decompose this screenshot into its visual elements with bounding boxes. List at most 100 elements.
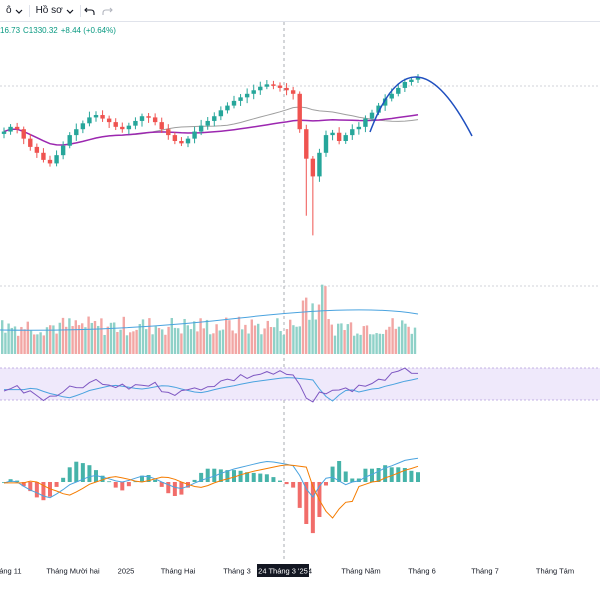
macd-histogram-bar bbox=[34, 482, 39, 498]
candle-body bbox=[146, 116, 151, 118]
volume-bar bbox=[157, 327, 161, 354]
macd-histogram-bar bbox=[74, 461, 79, 482]
volume-bar bbox=[109, 322, 113, 354]
ohlc-legend: 16.73 C1330.32 +8.44 (+0.64%) bbox=[0, 26, 119, 35]
candle-body bbox=[409, 79, 414, 82]
macd-histogram-bar bbox=[48, 482, 52, 497]
candle-body bbox=[330, 132, 335, 136]
legend-change: +8.44 (+0.64%) bbox=[60, 26, 116, 35]
macd-histogram-bar bbox=[41, 482, 46, 501]
volume-bar bbox=[273, 327, 276, 354]
candle-body bbox=[369, 112, 375, 119]
volume-bar bbox=[413, 327, 417, 354]
volume-bar bbox=[359, 334, 362, 354]
volume-bar bbox=[199, 318, 202, 354]
volume-bar bbox=[237, 316, 241, 354]
volume-bar bbox=[161, 329, 164, 354]
rsi-band bbox=[0, 368, 600, 400]
macd-histogram-bar bbox=[337, 461, 342, 482]
volume-bar bbox=[65, 326, 68, 354]
volume-ma-line bbox=[0, 309, 419, 331]
candle-body bbox=[402, 82, 408, 88]
candle-body bbox=[21, 129, 26, 139]
volume-bar bbox=[337, 323, 340, 354]
volume-bar bbox=[154, 326, 157, 354]
macd-histogram-bar bbox=[61, 477, 66, 482]
volume-bar bbox=[381, 333, 385, 354]
volume-bar bbox=[385, 329, 388, 354]
volume-bar bbox=[394, 328, 397, 354]
volume-bar bbox=[173, 327, 177, 354]
candle-body bbox=[363, 118, 368, 127]
volume-bar bbox=[228, 320, 231, 354]
volume-bar bbox=[71, 326, 74, 354]
volume-bar bbox=[93, 320, 97, 354]
candle-body bbox=[212, 116, 217, 121]
candle-body bbox=[284, 87, 289, 91]
volume-bar bbox=[17, 335, 20, 354]
macd-histogram-bar bbox=[80, 463, 85, 482]
volume-bar bbox=[234, 333, 237, 354]
legend-close: C1330.32 bbox=[23, 26, 58, 35]
volume-bar bbox=[170, 317, 173, 354]
macd-histogram-bar bbox=[199, 472, 204, 482]
chevron-down-icon bbox=[15, 9, 22, 14]
candle-body bbox=[244, 93, 250, 98]
redo-button[interactable] bbox=[99, 0, 117, 22]
volume-bar bbox=[241, 329, 244, 354]
volume-bar bbox=[407, 326, 410, 354]
volume-bar bbox=[26, 321, 29, 354]
candle-body bbox=[343, 135, 348, 141]
volume-bar bbox=[388, 326, 391, 354]
volume-bar bbox=[292, 325, 295, 354]
macd-histogram-bar bbox=[205, 468, 210, 482]
profile-menu-button[interactable]: Hồ sơ bbox=[30, 0, 80, 22]
volume-bar bbox=[189, 329, 193, 354]
macd-histogram-bar bbox=[245, 472, 250, 482]
volume-bar bbox=[221, 329, 225, 354]
volume-bar bbox=[39, 332, 42, 354]
volume-bar bbox=[186, 325, 189, 354]
candle-body bbox=[133, 120, 138, 126]
candle-body bbox=[382, 98, 388, 106]
volume-bar bbox=[49, 325, 52, 354]
volume-bar bbox=[349, 322, 353, 354]
volume-bar bbox=[343, 330, 346, 354]
x-tick-label: Tháng 11 bbox=[0, 567, 22, 576]
volume-bar bbox=[125, 335, 129, 354]
volume-bar bbox=[90, 322, 93, 354]
volume-bar bbox=[10, 327, 13, 354]
toolbar-item-partial[interactable]: ô bbox=[0, 0, 29, 22]
volume-bar bbox=[346, 324, 349, 354]
macd-histogram-bar bbox=[21, 482, 26, 487]
macd-histogram-bar bbox=[304, 482, 309, 524]
macd-histogram-bar bbox=[133, 481, 138, 483]
volume-bar bbox=[289, 319, 292, 354]
candle-body bbox=[238, 97, 243, 101]
undo-button[interactable] bbox=[81, 0, 99, 22]
macd-histogram-bar bbox=[291, 482, 296, 488]
volume-bar bbox=[305, 297, 308, 354]
candle-body bbox=[218, 110, 224, 117]
volume-bar bbox=[42, 335, 45, 354]
x-tick-label: Tháng Mười hai bbox=[46, 567, 100, 576]
volume-bar bbox=[285, 329, 289, 354]
volume-bar bbox=[205, 319, 209, 354]
chart-toolbar: ô Hồ sơ bbox=[0, 0, 600, 22]
volume-bar bbox=[269, 327, 273, 354]
macd-histogram-bar bbox=[284, 482, 289, 485]
chevron-down-icon bbox=[66, 9, 74, 14]
volume-bar bbox=[145, 329, 148, 354]
candle-body bbox=[376, 105, 381, 113]
volume-bar bbox=[167, 326, 170, 354]
candle-body bbox=[389, 93, 394, 99]
candle-body bbox=[14, 126, 20, 130]
macd-histogram-bar bbox=[402, 468, 407, 482]
macd-histogram-bar bbox=[356, 478, 361, 482]
forecast-arc bbox=[369, 76, 473, 137]
volume-bar bbox=[362, 326, 365, 354]
crosshair-date-badge bbox=[257, 564, 309, 577]
volume-bar bbox=[97, 325, 100, 354]
macd-histogram-bar bbox=[389, 467, 394, 482]
